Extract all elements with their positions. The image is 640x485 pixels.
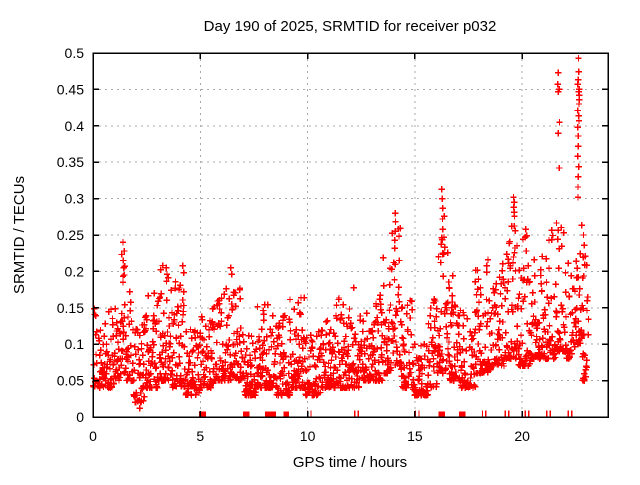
zero-line-tick-pair-marker bbox=[504, 410, 510, 417]
zero-line-square-marker bbox=[265, 411, 276, 418]
zero-line-square-marker bbox=[438, 411, 446, 418]
x-axis-label: GPS time / hours bbox=[293, 454, 407, 471]
y-axis-label: SRMTID / TECUs bbox=[11, 176, 28, 294]
y-tick-label: 0.45 bbox=[57, 81, 84, 97]
x-tick-label: 10 bbox=[300, 428, 316, 444]
zero-line-tick-pair-marker bbox=[481, 410, 487, 417]
x-tick-label: 15 bbox=[407, 428, 423, 444]
zero-line-tick-pair-marker bbox=[414, 410, 420, 417]
chart-title: Day 190 of 2025, SRMTID for receiver p03… bbox=[204, 18, 497, 35]
y-tick-label: 0 bbox=[76, 409, 84, 425]
y-tick-label: 0.4 bbox=[65, 118, 85, 134]
scatter-points bbox=[90, 54, 592, 412]
y-tick-label: 0.35 bbox=[57, 154, 84, 170]
y-tick-label: 0.3 bbox=[65, 191, 85, 207]
x-tick-label: 0 bbox=[89, 428, 97, 444]
x-tick-label: 20 bbox=[514, 428, 530, 444]
y-tick-label: 0.1 bbox=[65, 336, 85, 352]
zero-line-tick-pair-marker bbox=[546, 410, 551, 417]
zero-line-tick-pair-marker bbox=[354, 410, 359, 417]
zero-line-square-marker bbox=[199, 411, 206, 418]
zero-line-square-marker bbox=[458, 411, 466, 418]
y-tick-label: 0.15 bbox=[57, 300, 84, 316]
zero-line-tick-pair-marker bbox=[524, 410, 530, 417]
zero-line-square-marker bbox=[283, 411, 289, 418]
axis-tick-labels: 0 5 10 15 20 0 0.05 0.1 0.15 0.2 0.25 0.3 0.35 0.4 0.4… bbox=[57, 45, 530, 444]
zero-line-square-marker bbox=[243, 411, 250, 418]
zero-line-tick-pair-marker bbox=[567, 410, 573, 417]
y-tick-label: 0.25 bbox=[57, 227, 84, 243]
axis-ticks bbox=[92, 52, 608, 418]
y-tick-label: 0.05 bbox=[57, 373, 84, 389]
x-tick-label: 5 bbox=[196, 428, 204, 444]
y-tick-label: 0.5 bbox=[65, 45, 85, 61]
y-tick-label: 0.2 bbox=[65, 263, 85, 279]
srmtid-scatter-markers bbox=[90, 54, 592, 412]
